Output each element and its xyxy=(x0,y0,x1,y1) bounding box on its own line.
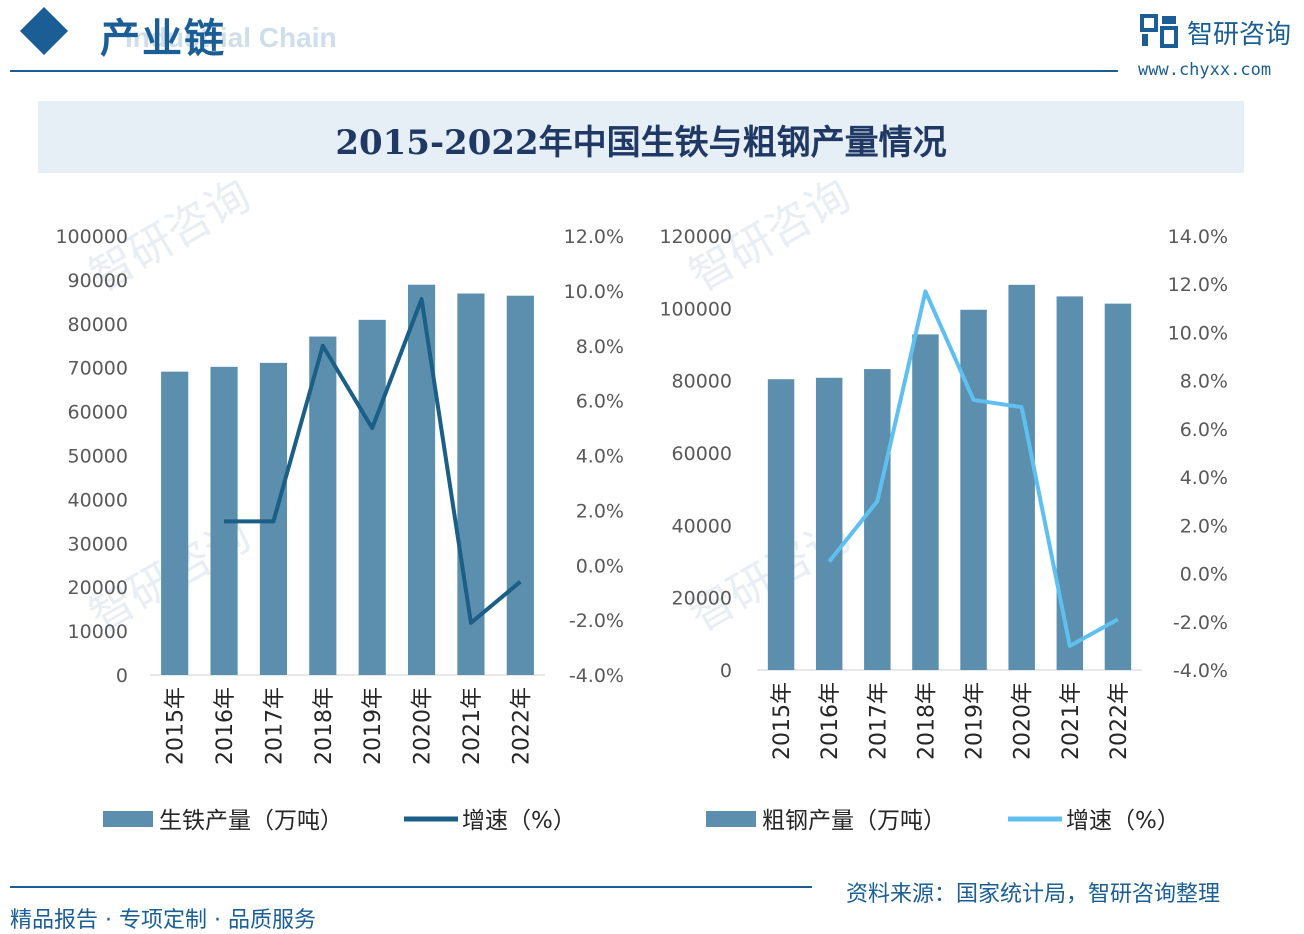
bar xyxy=(1056,296,1084,670)
bar xyxy=(1008,284,1035,670)
legend-bar-label: 生铁产量（万吨） xyxy=(159,808,343,834)
header-divider xyxy=(10,70,1118,72)
y-right-tick-label: 4.0% xyxy=(576,446,624,468)
y-right-tick-label: 8.0% xyxy=(1180,371,1228,393)
bar xyxy=(407,284,436,675)
y-right-tick-label: 10.0% xyxy=(1168,322,1228,344)
logo-icon xyxy=(1140,14,1178,48)
y-left-tick-label: 0 xyxy=(116,665,128,687)
x-tick-label: 2021年 xyxy=(460,687,485,765)
y-left-tick-label: 50000 xyxy=(68,446,128,468)
x-tick-label: 2020年 xyxy=(1011,682,1036,760)
y-right-tick-label: 12.0% xyxy=(1168,274,1228,296)
y-left-tick-label: 40000 xyxy=(672,515,732,537)
legend-bar-swatch xyxy=(103,811,153,827)
y-left-tick-label: 60000 xyxy=(672,443,732,465)
x-tick-label: 2022年 xyxy=(509,687,534,765)
x-tick-label: 2018年 xyxy=(312,687,337,765)
bar xyxy=(358,319,386,675)
x-tick-label: 2019年 xyxy=(963,682,988,760)
legend-line-label: 增速（%） xyxy=(1066,808,1180,834)
y-left-tick-label: 80000 xyxy=(68,314,128,336)
y-left-tick-label: 120000 xyxy=(659,226,732,248)
bar xyxy=(1104,303,1132,670)
chart-title: 2015-2022年中国生铁与粗钢产量情况 xyxy=(335,123,947,163)
x-tick-label: 2019年 xyxy=(361,687,386,765)
y-left-tick-label: 80000 xyxy=(672,371,732,393)
y-right-tick-label: -2.0% xyxy=(569,610,624,632)
y-right-tick-label: 6.0% xyxy=(1180,419,1228,441)
bar xyxy=(912,334,939,670)
x-tick-label: 2016年 xyxy=(213,687,238,765)
y-left-tick-label: 30000 xyxy=(68,533,128,555)
bar xyxy=(864,369,891,670)
y-right-tick-label: -2.0% xyxy=(1173,612,1228,634)
y-right-tick-label: 14.0% xyxy=(1168,226,1228,248)
y-right-tick-label: -4.0% xyxy=(569,665,624,687)
growth-line xyxy=(224,297,522,625)
footer-slogan: 精品报告 · 专项定制 · 品质服务 xyxy=(10,908,316,933)
bar xyxy=(767,379,795,670)
header: Industrial Chain 产业链 智研咨询 www.chyxx.com xyxy=(0,0,1304,80)
y-left-tick-label: 10000 xyxy=(68,621,128,643)
y-right-tick-label: -4.0% xyxy=(1173,660,1228,682)
y-left-tick-label: 70000 xyxy=(68,358,128,380)
title-banner: 2015-2022年中国生铁与粗钢产量情况 xyxy=(38,101,1244,173)
bar xyxy=(309,336,337,675)
y-right-tick-label: 0.0% xyxy=(576,555,624,577)
y-left-tick-label: 60000 xyxy=(68,402,128,424)
footer-divider xyxy=(10,886,812,888)
y-right-tick-label: 4.0% xyxy=(1180,467,1228,489)
y-left-tick-label: 20000 xyxy=(68,577,128,599)
y-right-tick-label: 12.0% xyxy=(564,226,624,248)
x-tick-label: 2020年 xyxy=(411,687,436,765)
y-right-tick-label: 0.0% xyxy=(1180,564,1228,586)
y-left-tick-label: 40000 xyxy=(68,489,128,511)
site-url[interactable]: www.chyxx.com xyxy=(1138,60,1272,80)
footer-source: 资料来源：国家统计局，智研咨询整理 xyxy=(846,882,1221,907)
x-tick-label: 2017年 xyxy=(262,687,287,765)
x-tick-label: 2018年 xyxy=(914,682,939,760)
y-left-tick-label: 20000 xyxy=(672,588,732,610)
x-tick-label: 2017年 xyxy=(866,682,891,760)
header-title: 产业链 xyxy=(100,16,226,62)
legend-line-label: 增速（%） xyxy=(462,808,576,834)
y-right-tick-label: 6.0% xyxy=(576,391,624,413)
x-tick-label: 2015年 xyxy=(770,682,795,760)
bar xyxy=(815,377,843,670)
legend-bar-label: 粗钢产量（万吨） xyxy=(762,808,946,834)
y-right-tick-label: 10.0% xyxy=(564,281,624,303)
bar xyxy=(161,371,189,675)
y-left-tick-label: 0 xyxy=(720,660,732,682)
bar xyxy=(506,295,534,675)
y-right-tick-label: 2.0% xyxy=(1180,515,1228,537)
x-tick-label: 2021年 xyxy=(1059,682,1084,760)
x-tick-label: 2015年 xyxy=(164,687,189,765)
bar xyxy=(960,309,987,670)
x-tick-label: 2022年 xyxy=(1107,682,1132,760)
y-left-tick-label: 100000 xyxy=(55,226,128,248)
y-left-tick-label: 90000 xyxy=(68,270,128,292)
legend-bar-swatch xyxy=(706,811,756,827)
y-left-tick-label: 100000 xyxy=(659,298,732,320)
y-right-tick-label: 2.0% xyxy=(576,500,624,522)
header-subtitle: Industrial Chain xyxy=(125,22,337,53)
y-right-tick-label: 8.0% xyxy=(576,336,624,358)
x-tick-label: 2016年 xyxy=(818,682,843,760)
growth-line xyxy=(827,289,1119,648)
logo-text: 智研咨询 xyxy=(1187,20,1292,50)
